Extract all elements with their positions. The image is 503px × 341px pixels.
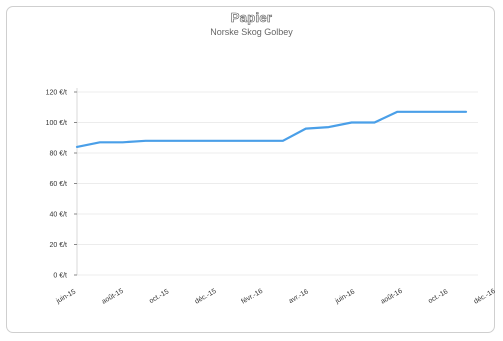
y-tick-label: 40 €/t [49, 212, 67, 219]
y-axis-ticks: 0 €/t 20 €/t 40 €/t 60 €/t 80 €/t 100 €/t 120 … [46, 90, 77, 280]
y-tick-label: 0 €/t [53, 273, 67, 280]
grid-lines [76, 88, 478, 276]
x-tick-label: août-15 [101, 288, 125, 306]
chart-subtitle: Norske Skog Golbey [210, 27, 293, 37]
x-tick-label: juin-16 [334, 288, 357, 305]
x-tick-label: oct.-16 [427, 288, 449, 305]
x-tick-label: déc.-16 [473, 288, 497, 306]
series-layer [75, 110, 468, 148]
chart-title: Papier [230, 10, 273, 26]
y-tick-label: 100 €/t [46, 120, 67, 127]
x-tick-label: avr.-16 [288, 288, 310, 305]
series-line [75, 110, 468, 148]
x-tick-label: oct.-15 [148, 288, 170, 305]
x-tick-label: août-16 [380, 288, 404, 306]
x-axis-ticks: juin-15 août-15 oct.-15 déc.-15 févr.-16 avr.… [55, 288, 497, 306]
y-tick-label: 80 €/t [49, 151, 67, 158]
y-tick-label: 20 €/t [49, 242, 67, 249]
x-tick-label: déc.-15 [194, 288, 218, 306]
y-tick-label: 120 €/t [46, 90, 67, 97]
chart-frame [6, 6, 495, 333]
x-tick-label: juin-15 [55, 288, 78, 305]
x-tick-label: févr.-16 [240, 288, 264, 306]
y-tick-label: 60 €/t [49, 181, 67, 188]
